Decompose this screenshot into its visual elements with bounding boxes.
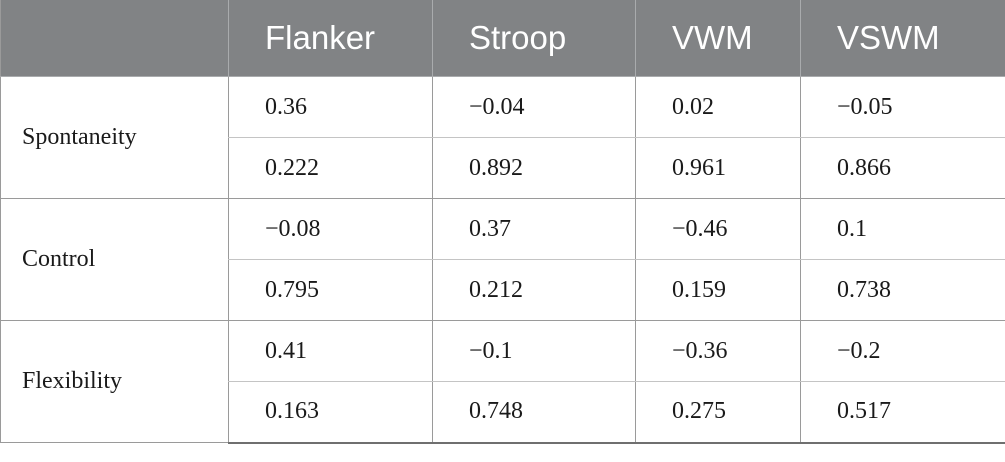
table-cell: 0.795 bbox=[228, 259, 433, 321]
correlation-table-container: Flanker Stroop VWM VSWM Spontaneity 0.36… bbox=[0, 0, 1005, 444]
table-row: Control −0.08 0.37 −0.46 0.1 bbox=[0, 198, 1005, 321]
table-cell: 0.892 bbox=[432, 137, 636, 199]
header-stroop: Stroop bbox=[432, 0, 636, 77]
table-cell: −0.05 bbox=[800, 76, 1005, 138]
table-cell: 0.36 bbox=[228, 76, 433, 138]
table-cell: 0.222 bbox=[228, 137, 433, 199]
table-cell: 0.866 bbox=[800, 137, 1005, 199]
table-row: 0.795 0.212 0.159 0.738 bbox=[1, 259, 1005, 321]
row-label-spontaneity: Spontaneity bbox=[0, 76, 229, 199]
table-cell: −0.36 bbox=[635, 320, 801, 382]
table-cell: 0.275 bbox=[635, 381, 801, 444]
table-cell: 0.37 bbox=[432, 198, 636, 260]
table-cell: 0.517 bbox=[800, 381, 1005, 444]
table-row: Flexibility 0.41 −0.1 −0.36 −0.2 bbox=[0, 320, 1005, 443]
row-label-control: Control bbox=[0, 198, 229, 321]
table-row: 0.163 0.748 0.275 0.517 bbox=[1, 381, 1005, 444]
table-cell: −0.04 bbox=[432, 76, 636, 138]
table-cell: 0.738 bbox=[800, 259, 1005, 321]
table-cell: 0.1 bbox=[800, 198, 1005, 260]
header-corner-cell bbox=[0, 0, 229, 77]
table-cell: −0.2 bbox=[800, 320, 1005, 382]
table-header-row: Flanker Stroop VWM VSWM bbox=[0, 0, 1005, 77]
table-row: 0.222 0.892 0.961 0.866 bbox=[1, 137, 1005, 199]
table-cell: −0.1 bbox=[432, 320, 636, 382]
table-cell: −0.08 bbox=[228, 198, 433, 260]
table-cell: 0.159 bbox=[635, 259, 801, 321]
table-cell: 0.961 bbox=[635, 137, 801, 199]
header-vwm: VWM bbox=[635, 0, 801, 77]
header-flanker: Flanker bbox=[228, 0, 433, 77]
table-cell: 0.748 bbox=[432, 381, 636, 444]
table-cell: 0.41 bbox=[228, 320, 433, 382]
table-cell: −0.46 bbox=[635, 198, 801, 260]
table-cell: 0.02 bbox=[635, 76, 801, 138]
header-vswm: VSWM bbox=[800, 0, 1005, 77]
table-cell: 0.163 bbox=[228, 381, 433, 444]
row-label-flexibility: Flexibility bbox=[0, 320, 229, 443]
correlation-table: Flanker Stroop VWM VSWM Spontaneity 0.36… bbox=[0, 0, 1005, 444]
table-cell: 0.212 bbox=[432, 259, 636, 321]
table-row: Spontaneity 0.36 −0.04 0.02 −0.05 bbox=[0, 76, 1005, 199]
